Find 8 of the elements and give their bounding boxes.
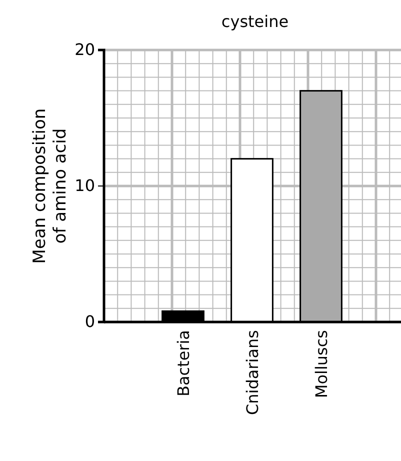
y-tick-label: 0 xyxy=(84,312,95,332)
y-tick-label: 20 xyxy=(74,40,95,60)
y-tick-label: 10 xyxy=(74,176,95,196)
x-tick-label: Bacteria xyxy=(174,330,193,397)
y-axis-title: Mean composition of amino acid xyxy=(30,108,70,264)
x-tick-label: Cnidarians xyxy=(243,330,262,416)
x-tick-label: Molluscs xyxy=(312,330,331,398)
chart-title: cysteine xyxy=(221,12,289,31)
